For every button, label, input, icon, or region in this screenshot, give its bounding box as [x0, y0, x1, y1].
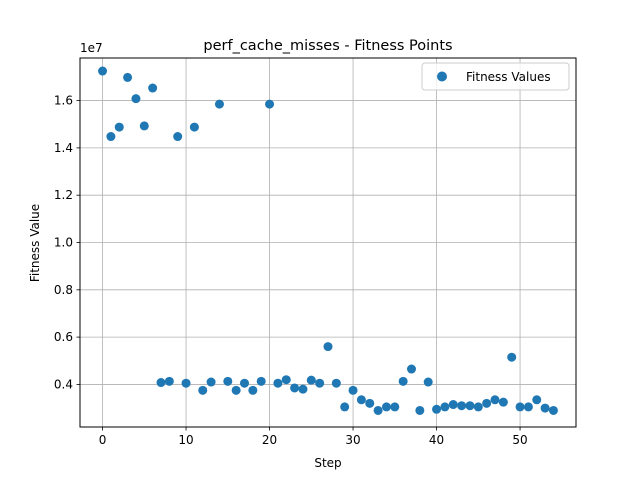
grid — [80, 58, 576, 427]
data-point — [473, 402, 483, 412]
data-point — [356, 395, 366, 405]
data-point — [98, 66, 108, 76]
data-point — [398, 376, 408, 386]
y-tick-label: 0.4 — [54, 377, 73, 391]
legend-box — [421, 62, 570, 91]
x-tick-label: 10 — [178, 433, 193, 447]
data-point — [214, 99, 224, 109]
data-point — [206, 377, 216, 387]
data-point — [131, 94, 141, 104]
y-tick-label: 0.8 — [54, 283, 73, 297]
data-point — [290, 383, 300, 393]
data-point — [407, 364, 417, 374]
data-point — [415, 405, 425, 415]
data-point — [523, 402, 533, 412]
data-point — [340, 402, 350, 412]
y-axis-offset-text: 1e7 — [80, 41, 103, 55]
data-point — [423, 377, 433, 387]
data-point — [123, 72, 133, 82]
data-point — [390, 402, 400, 412]
legend-label: Fitness Values — [466, 70, 551, 84]
y-tick-label: 1.2 — [54, 188, 73, 202]
data-point — [548, 405, 558, 415]
data-point — [315, 378, 325, 388]
data-point — [373, 405, 383, 415]
x-tick-label: 40 — [429, 433, 444, 447]
data-point — [265, 99, 275, 109]
y-tick-label: 0.6 — [54, 330, 73, 344]
data-point — [239, 378, 249, 388]
data-point — [273, 378, 283, 388]
data-point — [440, 402, 450, 412]
data-point — [139, 121, 149, 131]
x-tick-label: 20 — [262, 433, 277, 447]
data-point — [181, 378, 191, 388]
data-point — [490, 395, 500, 405]
data-point — [381, 402, 391, 412]
y-axis-label: Fitness Value — [28, 204, 42, 282]
data-point — [348, 385, 358, 395]
data-point — [148, 83, 158, 93]
data-point — [498, 397, 508, 407]
data-point — [482, 398, 492, 408]
data-point — [331, 378, 341, 388]
data-point — [156, 378, 166, 388]
data-point — [173, 132, 183, 142]
data-point — [189, 122, 199, 132]
y-tick-label: 1.6 — [54, 94, 73, 108]
data-point — [532, 395, 542, 405]
data-point — [281, 375, 291, 385]
data-point — [365, 398, 375, 408]
data-point — [448, 400, 458, 410]
data-point — [465, 401, 475, 411]
data-point — [515, 402, 525, 412]
data-point — [248, 385, 258, 395]
chart-title: perf_cache_misses - Fitness Points — [203, 38, 452, 54]
x-tick-label: 50 — [512, 433, 527, 447]
data-point — [223, 376, 233, 386]
data-point — [164, 376, 174, 386]
data-point — [507, 352, 517, 362]
data-point — [106, 132, 116, 142]
data-point — [198, 385, 208, 395]
data-point — [457, 401, 467, 411]
x-axis-label: Step — [314, 456, 341, 470]
x-tick-label: 30 — [345, 433, 360, 447]
data-points — [98, 66, 558, 415]
x-tick-label: 0 — [99, 433, 107, 447]
data-point — [231, 385, 241, 395]
legend: Fitness Values — [421, 62, 570, 91]
y-axis-ticks: 0.4 0.6 0.8 1.0 1.2 1.4 1.6 — [54, 94, 80, 391]
legend-marker — [437, 71, 447, 82]
data-point — [540, 403, 550, 413]
x-axis-ticks: 0 10 20 30 40 50 — [99, 427, 528, 447]
data-point — [323, 342, 333, 352]
y-tick-label: 1.0 — [54, 236, 73, 250]
y-tick-label: 1.4 — [54, 141, 73, 155]
data-point — [256, 376, 266, 386]
data-point — [432, 404, 442, 414]
data-point — [306, 375, 316, 385]
data-point — [298, 384, 308, 394]
data-point — [114, 122, 124, 132]
